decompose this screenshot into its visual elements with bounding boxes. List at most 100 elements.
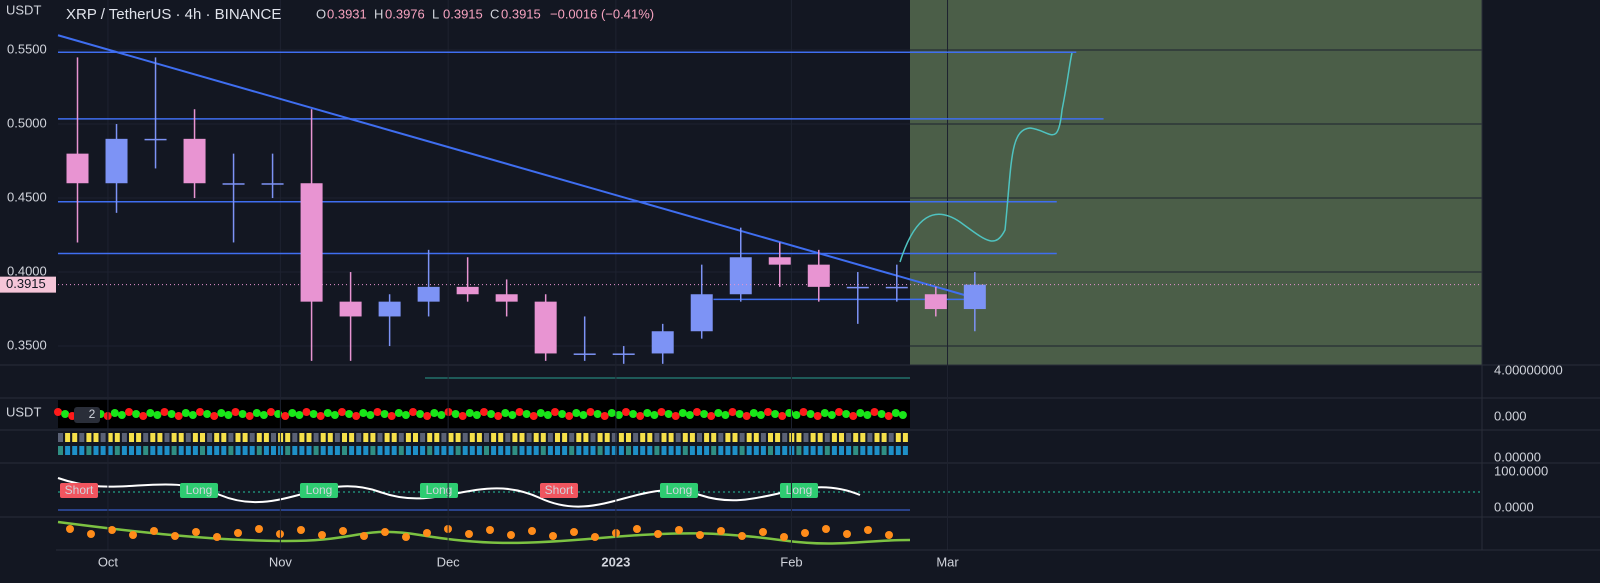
stripe — [824, 433, 830, 442]
signal-dot — [501, 409, 510, 417]
last-price-box — [0, 276, 56, 293]
signal-dot — [259, 411, 268, 419]
candle-body — [105, 138, 128, 184]
stripe — [100, 433, 106, 442]
ohlc-value: 0.3915 — [501, 6, 541, 21]
stripe — [540, 446, 546, 455]
signal-dot — [643, 409, 652, 417]
stripe — [902, 433, 908, 442]
stripe — [746, 446, 752, 455]
stripe — [846, 433, 852, 442]
stripe — [888, 446, 894, 455]
stripe — [462, 446, 468, 455]
stripe — [576, 433, 582, 442]
stripe — [618, 446, 624, 455]
signal-dot — [465, 409, 474, 417]
stripe — [455, 446, 461, 455]
ma-dot — [486, 526, 494, 534]
stripe — [398, 446, 404, 455]
signal-dot — [217, 409, 226, 417]
stripe — [200, 433, 205, 442]
stripe — [675, 433, 681, 442]
stripe — [455, 433, 461, 442]
signal-dot — [863, 411, 872, 419]
stripe — [86, 433, 92, 442]
ma-dot — [633, 525, 641, 533]
ma-dot — [234, 529, 242, 537]
stripe — [249, 433, 255, 442]
grid: 0.3500 0.4000 0.4500 0.5000 0.5500 Oct Nov Dec 2… — [7, 0, 1482, 569]
ma-dot — [507, 531, 515, 539]
candle-body — [66, 153, 89, 184]
signal-dot — [657, 408, 666, 416]
stripe — [121, 446, 127, 455]
stripe — [597, 433, 603, 442]
ma-dot — [738, 532, 746, 540]
stripe — [597, 446, 603, 455]
stripe — [107, 446, 113, 455]
stripe — [299, 446, 305, 455]
signal-dot — [756, 411, 765, 419]
stripe — [242, 433, 248, 442]
signal-dot — [238, 410, 247, 418]
ma-dot — [864, 526, 872, 534]
stripe — [697, 433, 702, 442]
last-price-label: 0.3915 — [6, 276, 46, 291]
x-tick-label: Dec — [437, 554, 461, 569]
stripe — [640, 433, 646, 442]
candle-body — [456, 286, 479, 295]
stripe — [79, 433, 85, 442]
stripe — [640, 446, 646, 455]
signal-dot — [117, 411, 126, 419]
stripe — [413, 446, 418, 455]
ma-dot — [360, 532, 368, 540]
stripe — [562, 446, 568, 455]
stripe — [555, 446, 560, 455]
stripe — [739, 446, 745, 455]
stripe — [377, 433, 383, 442]
projection-path — [899, 52, 1073, 263]
ma-dot — [381, 528, 389, 536]
candle-body — [729, 257, 752, 295]
stripe — [476, 446, 482, 455]
stripe — [760, 433, 766, 442]
candle-body — [261, 183, 284, 185]
stripe — [704, 433, 710, 442]
ma-dot — [717, 527, 725, 535]
stripe — [583, 446, 589, 455]
ma-dot — [108, 526, 116, 534]
signal-box — [300, 483, 338, 498]
stripe — [434, 446, 440, 455]
stripe — [93, 433, 99, 442]
stripe — [505, 433, 511, 442]
signal-dot — [664, 410, 673, 418]
stripe — [129, 433, 134, 442]
stripe — [448, 446, 454, 455]
legend-header: XRP / TetherUS · 4h · BINANCE O 0.3931 H 0.… — [66, 6, 654, 23]
stripe — [377, 446, 383, 455]
ma-dot — [843, 530, 851, 538]
stripe — [192, 446, 198, 455]
stripe — [569, 433, 575, 442]
candle-body — [768, 257, 791, 265]
stripe — [256, 446, 262, 455]
stripe — [143, 433, 149, 442]
stripe — [831, 433, 837, 442]
stripe — [803, 446, 809, 455]
stripe — [306, 446, 312, 455]
candle-body — [417, 286, 440, 302]
stripe — [647, 433, 653, 442]
stripe — [405, 446, 411, 455]
stripe — [555, 433, 560, 442]
y-tick-label: 0.3500 — [7, 337, 47, 352]
stripe — [271, 433, 276, 442]
signal-dot — [764, 408, 772, 416]
signal-dot — [671, 412, 680, 420]
stripe — [590, 446, 596, 455]
stripe — [72, 446, 78, 455]
stripe — [853, 433, 859, 442]
signal-dot — [302, 408, 311, 416]
ma-line — [57, 520, 911, 545]
signal-dot — [799, 408, 808, 416]
ohlc-value: 0.3931 — [327, 6, 367, 21]
